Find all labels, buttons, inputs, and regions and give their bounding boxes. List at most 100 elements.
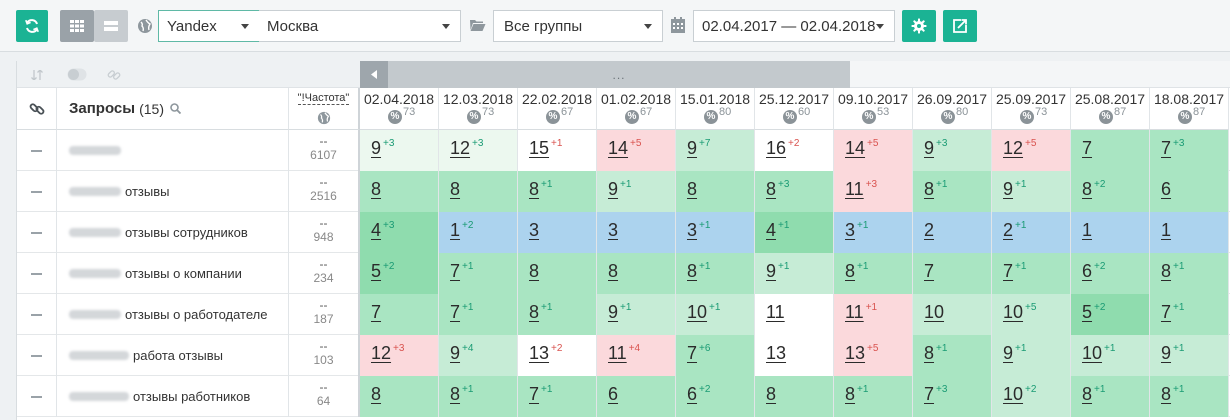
grid-view-button[interactable]: [60, 10, 94, 42]
position-link[interactable]: 7 +3: [924, 384, 947, 405]
position-link[interactable]: 7 +6: [687, 343, 710, 364]
position-link[interactable]: 8 +1: [1082, 384, 1105, 405]
position-link[interactable]: 6: [1161, 179, 1171, 200]
position-link[interactable]: 6 +2: [1082, 261, 1105, 282]
frequency-label[interactable]: "!Частота": [297, 92, 350, 105]
position-link[interactable]: 7 +1: [450, 302, 473, 323]
position-link[interactable]: 12 +5: [1003, 138, 1036, 159]
date-range-select[interactable]: 02.04.2017 — 02.04.2018: [693, 10, 895, 42]
position-link[interactable]: 12 +3: [371, 343, 404, 364]
position-link[interactable]: 9 +1: [1003, 343, 1026, 364]
toggle-icon[interactable]: [67, 68, 87, 81]
list-view-button[interactable]: [94, 10, 128, 42]
query-cell[interactable]: работа отзывы: [57, 335, 289, 376]
region-select[interactable]: Москва: [259, 10, 461, 42]
position-link[interactable]: 8 +1: [529, 302, 552, 323]
position-link[interactable]: 7 +1: [1161, 302, 1184, 323]
scroll-thumb[interactable]: ...: [388, 61, 850, 88]
date-column-header[interactable]: 15.01.2018% 80: [676, 88, 755, 130]
search-engine-select[interactable]: Yandex: [158, 10, 260, 42]
export-button[interactable]: [943, 10, 977, 42]
scroll-left-button[interactable]: [360, 61, 388, 88]
position-link[interactable]: 2: [924, 220, 934, 241]
date-column-header[interactable]: 01.02.2018% 67: [597, 88, 676, 130]
position-link[interactable]: 14 +5: [608, 138, 641, 159]
position-link[interactable]: 4 +3: [371, 220, 394, 241]
date-column-header[interactable]: 25.08.2017% 87: [1071, 88, 1150, 130]
position-link[interactable]: 1: [1161, 220, 1171, 241]
position-link[interactable]: 11 +4: [608, 343, 640, 364]
position-link[interactable]: 8 +1: [924, 179, 947, 200]
query-cell[interactable]: отзывы о работодателе: [57, 294, 289, 335]
query-cell[interactable]: отзывы: [57, 171, 289, 212]
query-cell[interactable]: отзывы о компании: [57, 253, 289, 294]
position-link[interactable]: 7 +1: [450, 261, 473, 282]
position-link[interactable]: 8: [766, 384, 776, 405]
position-link[interactable]: 7 +3: [1161, 138, 1184, 159]
link-column-header[interactable]: [17, 88, 57, 130]
sort-icon[interactable]: [31, 70, 43, 80]
row-action-button[interactable]: [17, 294, 57, 335]
position-link[interactable]: 8 +1: [924, 343, 947, 364]
position-link[interactable]: 9 +3: [924, 138, 947, 159]
position-link[interactable]: 3: [529, 220, 539, 241]
refresh-button[interactable]: [16, 10, 48, 42]
position-link[interactable]: 10 +2: [1003, 384, 1036, 405]
row-action-button[interactable]: [17, 171, 57, 212]
position-link[interactable]: 13: [766, 343, 786, 364]
position-link[interactable]: 10 +1: [687, 302, 720, 323]
position-link[interactable]: 8 +1: [1161, 384, 1184, 405]
position-link[interactable]: 9 +1: [1161, 343, 1184, 364]
position-link[interactable]: 5 +2: [1082, 302, 1105, 323]
position-link[interactable]: 9 +1: [1003, 179, 1026, 200]
position-link[interactable]: 14 +5: [845, 138, 878, 159]
position-link[interactable]: 9 +7: [687, 138, 710, 159]
group-select[interactable]: Все группы: [493, 10, 663, 42]
position-link[interactable]: 13 +2: [529, 343, 562, 364]
position-link[interactable]: 1: [1082, 220, 1092, 241]
query-cell[interactable]: отзывы работников: [57, 376, 289, 417]
settings-button[interactable]: [902, 10, 936, 42]
position-link[interactable]: 3 +1: [687, 220, 710, 241]
position-link[interactable]: 1 +2: [450, 220, 473, 241]
position-link[interactable]: 2 +1: [1003, 220, 1026, 241]
position-link[interactable]: 7: [924, 261, 934, 282]
position-link[interactable]: 6 +2: [687, 384, 710, 405]
position-link[interactable]: 8: [371, 179, 381, 200]
position-link[interactable]: 8 +1: [845, 384, 868, 405]
position-link[interactable]: 8 +1: [845, 261, 868, 282]
position-link[interactable]: 9 +1: [608, 302, 631, 323]
date-column-header[interactable]: 22.02.2018% 67: [518, 88, 597, 130]
position-link[interactable]: 10: [924, 302, 944, 323]
position-link[interactable]: 9 +4: [450, 343, 473, 364]
position-link[interactable]: 9 +1: [766, 261, 789, 282]
position-link[interactable]: 3: [608, 220, 618, 241]
position-link[interactable]: 11 +1: [845, 302, 877, 323]
date-column-header[interactable]: 09.10.2017% 53: [834, 88, 913, 130]
position-link[interactable]: 8 +1: [1161, 261, 1184, 282]
position-link[interactable]: 9 +1: [608, 179, 631, 200]
position-link[interactable]: 8: [371, 384, 381, 405]
position-link[interactable]: 7 +1: [1003, 261, 1026, 282]
row-action-button[interactable]: [17, 253, 57, 294]
date-column-header[interactable]: 25.12.2017% 60: [755, 88, 834, 130]
query-cell[interactable]: [57, 130, 289, 171]
position-link[interactable]: 8: [687, 179, 697, 200]
date-column-header[interactable]: 26.09.2017% 80: [913, 88, 992, 130]
position-link[interactable]: 5 +2: [371, 261, 394, 282]
position-link[interactable]: 13 +5: [845, 343, 878, 364]
row-action-button[interactable]: [17, 130, 57, 171]
frequency-header[interactable]: "!Частота": [289, 88, 360, 130]
position-link[interactable]: 10 +1: [1082, 343, 1115, 364]
position-link[interactable]: 8 +2: [1082, 179, 1105, 200]
position-link[interactable]: 7 +1: [529, 384, 552, 405]
position-link[interactable]: 8 +3: [766, 179, 789, 200]
position-link[interactable]: 6: [608, 384, 618, 405]
position-link[interactable]: 8: [450, 179, 460, 200]
horizontal-scrollbar[interactable]: ...: [360, 61, 1230, 88]
date-column-header[interactable]: 02.04.2018% 73: [360, 88, 439, 130]
date-column-header[interactable]: 12.03.2018% 73: [439, 88, 518, 130]
position-link[interactable]: 16 +2: [766, 138, 799, 159]
position-link[interactable]: 8: [529, 261, 539, 282]
date-column-header[interactable]: 18.08.2017% 87: [1150, 88, 1229, 130]
